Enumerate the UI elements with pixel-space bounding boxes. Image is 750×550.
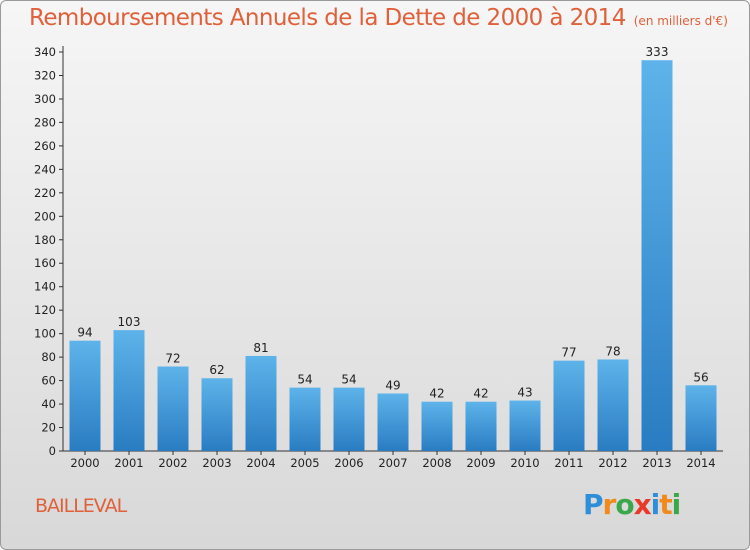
logo-letter: r (602, 488, 617, 521)
x-tick-label: 2002 (158, 456, 187, 470)
x-tick-label: 2000 (70, 456, 99, 470)
logo-letter: o (615, 488, 634, 521)
x-tick-label: 2001 (114, 456, 143, 470)
x-tick-label: 2005 (290, 456, 319, 470)
bar (289, 387, 321, 451)
chart-title-text: Remboursements Annuels de la Dette de 20… (29, 5, 626, 31)
x-tick-label: 2012 (598, 456, 627, 470)
data-labels-group: 94 103 72 62 81 54 54 49 42 42 43 77 78 333 56 (77, 45, 708, 400)
x-tick-label: 2014 (686, 456, 715, 470)
logo-letter: x (633, 488, 652, 521)
y-tick-label: 20 (41, 421, 56, 435)
data-label: 94 (77, 326, 92, 340)
data-label: 43 (517, 386, 532, 400)
commune-name: BAILLEVAL (35, 495, 127, 517)
data-label: 42 (429, 387, 444, 401)
data-label: 72 (165, 352, 180, 366)
x-tick-label: 2010 (510, 456, 539, 470)
data-label: 62 (209, 363, 224, 377)
logo-letter: P (583, 488, 604, 521)
y-tick-label: 140 (34, 280, 56, 294)
x-tick-label: 2003 (202, 456, 231, 470)
logo-letter: i (671, 488, 682, 521)
bar (509, 400, 541, 451)
bar (113, 330, 145, 451)
data-label: 54 (341, 373, 356, 387)
y-tick-label: 340 (34, 45, 56, 59)
bar (641, 60, 673, 451)
data-label: 54 (297, 373, 312, 387)
y-tick-label: 0 (49, 444, 56, 458)
y-tick-label: 160 (34, 256, 56, 270)
bar (333, 387, 365, 451)
y-tick-label: 180 (34, 233, 56, 247)
y-tick-label: 280 (34, 115, 56, 129)
bar (597, 359, 629, 451)
bar (245, 355, 277, 451)
y-tick-label: 300 (34, 92, 56, 106)
x-tick-label: 2009 (466, 456, 495, 470)
bar (157, 366, 189, 451)
bar (377, 393, 409, 451)
data-label: 103 (118, 315, 141, 329)
data-label: 49 (385, 378, 400, 392)
y-tick-label: 200 (34, 209, 56, 223)
proxiti-logo: Proxiti (583, 488, 682, 521)
chart-subtitle: (en milliers d'€) (633, 14, 728, 28)
data-label: 42 (473, 387, 488, 401)
bar (685, 385, 717, 451)
data-label: 78 (605, 344, 620, 358)
bar (553, 360, 585, 451)
bar (69, 340, 101, 451)
y-tick-label: 100 (34, 327, 56, 341)
x-tick-label: 2008 (422, 456, 451, 470)
bars-group (69, 60, 717, 451)
data-label: 81 (253, 341, 268, 355)
logo-letter: t (659, 488, 672, 521)
bar (201, 378, 233, 451)
x-tick-label: 2011 (554, 456, 583, 470)
bar (465, 401, 497, 451)
y-tick-label: 80 (41, 350, 56, 364)
y-tick-label: 220 (34, 186, 56, 200)
y-tick-label: 60 (41, 374, 56, 388)
y-tick-label: 40 (41, 397, 56, 411)
axes: 0 20 40 60 80 100 120 140 160 180 200 220 240 260 280 3… (34, 45, 723, 470)
x-tick-label: 2004 (246, 456, 275, 470)
data-label: 56 (693, 370, 708, 384)
x-tick-label: 2007 (378, 456, 407, 470)
bar (421, 401, 453, 451)
y-tick-label: 260 (34, 139, 56, 153)
data-label: 333 (646, 45, 669, 59)
x-tick-label: 2006 (334, 456, 363, 470)
x-tick-label: 2013 (642, 456, 671, 470)
y-tick-label: 120 (34, 303, 56, 317)
chart-title: Remboursements Annuels de la Dette de 20… (29, 5, 728, 31)
y-tick-label: 320 (34, 68, 56, 82)
y-tick-label: 240 (34, 162, 56, 176)
data-label: 77 (561, 346, 576, 360)
logo-letter: i (650, 488, 661, 521)
